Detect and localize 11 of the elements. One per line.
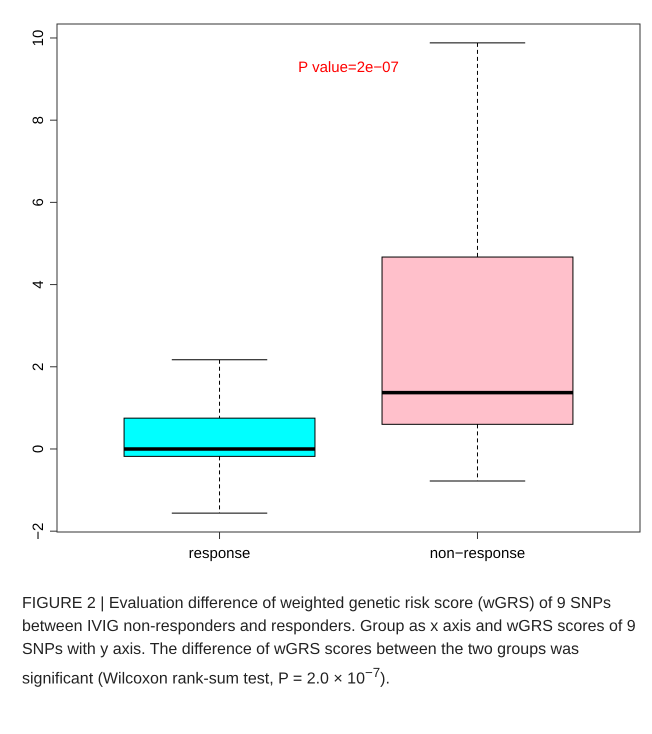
caption: FIGURE 2 | Evaluation difference of weighted genetic risk score (wGRS) of 9 SNPs between IVIG non-responders and responders. Group as x axis and wGRS scores of 9 SNPs with y axis. The difference of wGRS scores between the two groups was significant (Wilcoxon rank-sum test, P = 2.0 × 10$^{−7}$).: [21, 594, 637, 690]
y-tick-label: 6: [30, 198, 47, 207]
y-tick-label: 10: [30, 30, 47, 46]
x-tick-label: response: [188, 545, 250, 562]
y-tick-label: 4: [30, 280, 47, 289]
y-tick-label: 8: [30, 116, 47, 124]
y-tick-label: 0: [30, 444, 47, 454]
y-tick-label: −2: [30, 522, 47, 540]
x-tick-label: non−response: [430, 545, 526, 562]
annotation: P value=2e−07: [298, 59, 399, 76]
y-tick-label: 2: [30, 362, 47, 371]
